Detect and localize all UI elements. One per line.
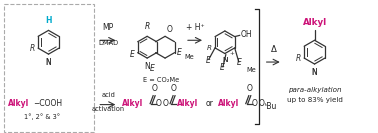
Text: N: N <box>46 58 51 67</box>
Text: Me: Me <box>247 67 257 73</box>
Text: 1°, 2° & 3°: 1°, 2° & 3° <box>25 113 60 120</box>
Text: E: E <box>177 48 181 57</box>
Text: O: O <box>163 99 169 108</box>
Text: R: R <box>207 45 212 51</box>
Text: N: N <box>222 57 228 63</box>
Text: −COOH: −COOH <box>34 99 63 108</box>
Text: E: E <box>130 50 135 59</box>
Text: MP: MP <box>103 23 114 32</box>
Text: Alkyl: Alkyl <box>302 18 327 27</box>
Text: +: + <box>229 51 234 56</box>
Text: Alkyl: Alkyl <box>218 99 239 108</box>
Text: E: E <box>220 63 224 72</box>
Text: DMAD: DMAD <box>98 40 118 46</box>
Text: acid: acid <box>101 92 115 98</box>
Text: Me: Me <box>184 54 194 60</box>
Text: N: N <box>312 68 318 77</box>
Text: N: N <box>312 68 318 77</box>
Text: Alkyl: Alkyl <box>122 99 144 108</box>
Text: Alkyl: Alkyl <box>177 99 198 108</box>
Text: O: O <box>252 99 258 108</box>
Text: up to 83% yield: up to 83% yield <box>287 97 342 103</box>
Text: + H⁺: + H⁺ <box>186 23 204 32</box>
Text: E = CO₂Me: E = CO₂Me <box>143 77 179 83</box>
Text: N: N <box>144 62 150 71</box>
Text: R: R <box>144 22 150 31</box>
Text: Alkyl: Alkyl <box>8 99 29 108</box>
Text: E: E <box>150 64 155 73</box>
Text: O: O <box>151 84 157 93</box>
Text: O: O <box>247 84 253 93</box>
Text: ᵗBu: ᵗBu <box>265 102 277 111</box>
Text: R: R <box>30 44 35 53</box>
Text: N: N <box>222 57 228 63</box>
Text: N: N <box>46 58 51 67</box>
Text: O: O <box>171 84 177 93</box>
Text: Δ: Δ <box>271 45 277 54</box>
Text: O: O <box>156 99 162 108</box>
Text: R: R <box>296 54 301 63</box>
Text: E: E <box>236 58 241 66</box>
Text: H: H <box>45 16 52 25</box>
Text: O: O <box>167 25 173 34</box>
Text: activation: activation <box>92 106 125 112</box>
Text: or: or <box>206 99 214 108</box>
Text: para-alkylation: para-alkylation <box>288 87 341 93</box>
Text: E: E <box>206 56 211 65</box>
Text: OH: OH <box>241 30 253 39</box>
Text: O: O <box>259 99 265 108</box>
